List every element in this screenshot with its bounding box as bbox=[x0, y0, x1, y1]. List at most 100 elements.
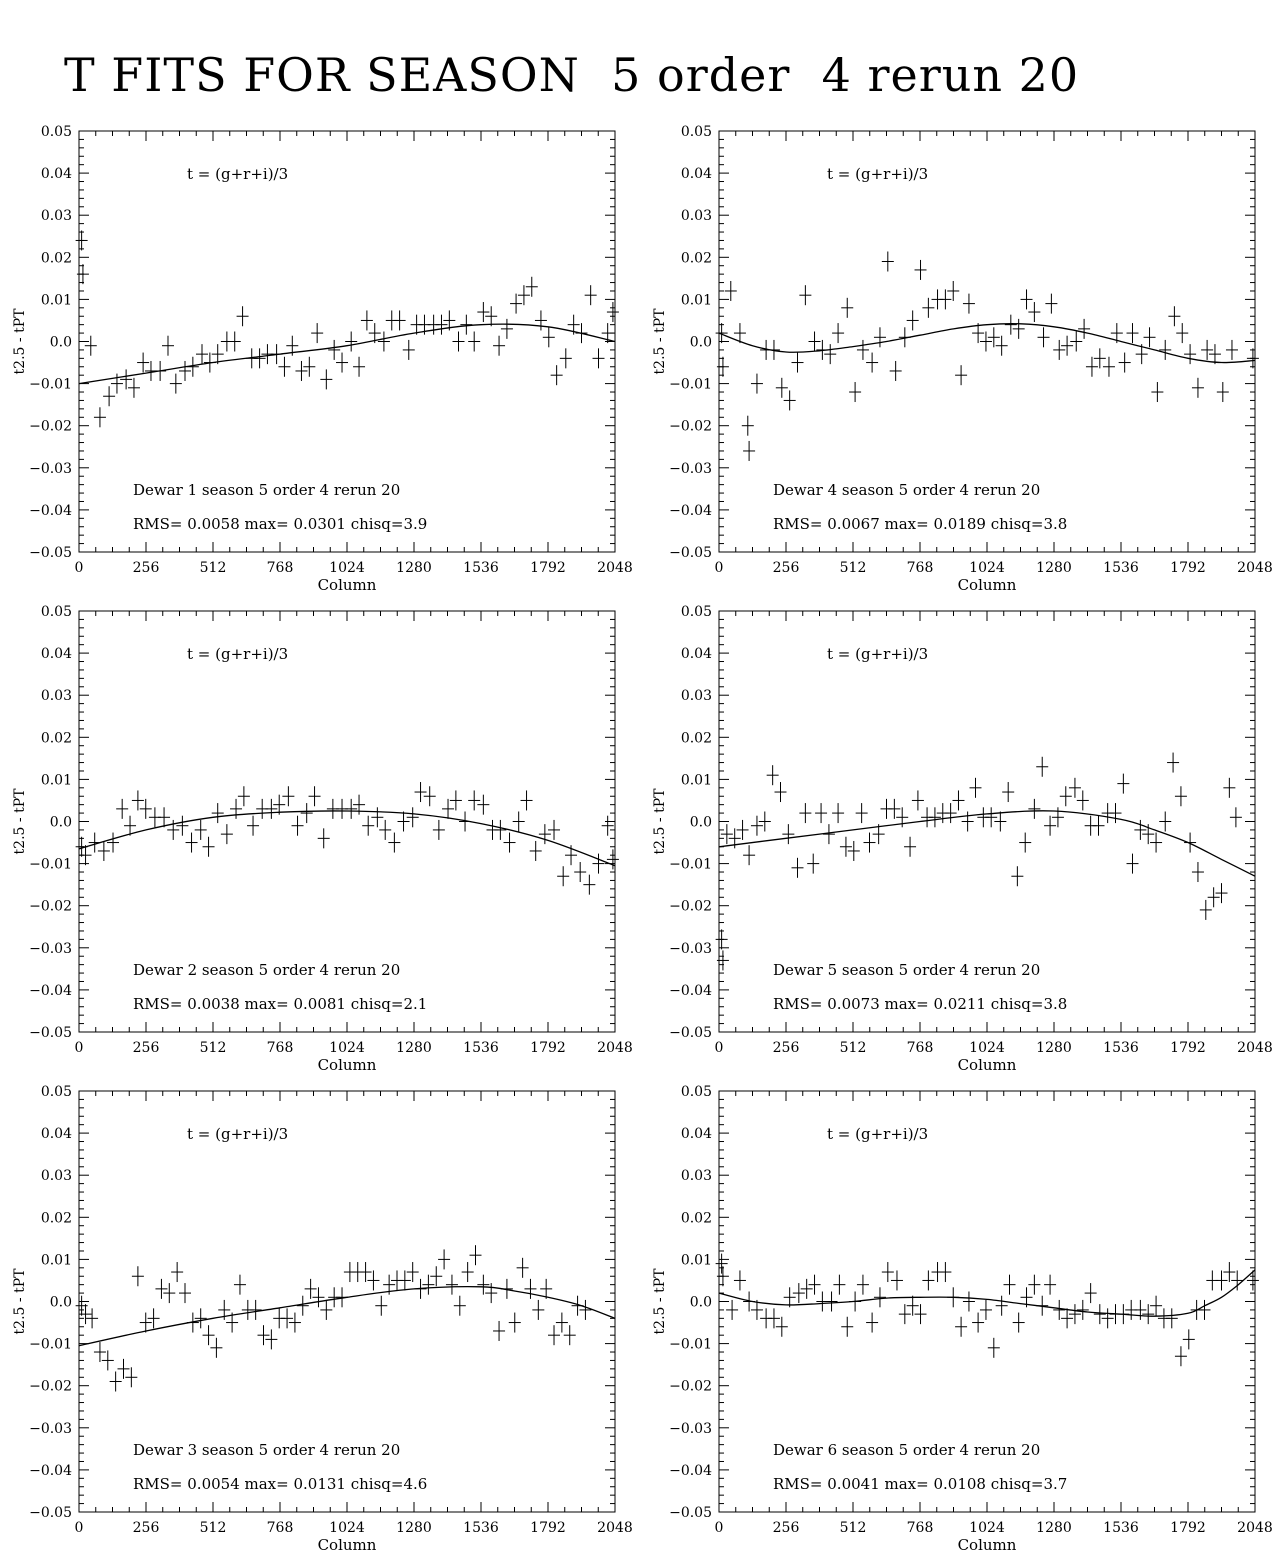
data-point bbox=[548, 819, 561, 840]
data-point bbox=[402, 339, 415, 360]
data-point bbox=[743, 1291, 756, 1312]
data-point bbox=[563, 1325, 576, 1346]
data-point bbox=[1216, 382, 1229, 403]
data-point bbox=[791, 352, 804, 373]
y-tick-label: 0.01 bbox=[41, 772, 72, 788]
data-point bbox=[86, 1308, 99, 1329]
x-tick-label: 2048 bbox=[597, 1520, 633, 1536]
data-point bbox=[529, 840, 542, 861]
dewar-caption: Dewar 5 season 5 order 4 rerun 20 bbox=[773, 961, 1040, 979]
data-point bbox=[832, 803, 845, 824]
data-point bbox=[1020, 1287, 1033, 1308]
data-point bbox=[715, 929, 728, 950]
data-point bbox=[125, 1367, 138, 1388]
y-tick-label: 0.02 bbox=[681, 730, 712, 746]
data-point bbox=[397, 811, 410, 832]
data-point bbox=[567, 314, 580, 335]
data-point bbox=[500, 1278, 513, 1299]
data-point bbox=[767, 339, 780, 360]
x-tick-label: 1024 bbox=[969, 560, 1005, 576]
data-point bbox=[832, 323, 845, 344]
data-point bbox=[1076, 790, 1089, 811]
data-point bbox=[485, 1283, 498, 1304]
data-point bbox=[952, 790, 965, 811]
data-point bbox=[383, 1274, 396, 1295]
data-point bbox=[304, 1278, 317, 1299]
data-point bbox=[494, 819, 507, 840]
data-point bbox=[979, 331, 992, 352]
data-point bbox=[257, 1325, 270, 1346]
data-point bbox=[1165, 1308, 1178, 1329]
formula-annotation: t = (g+r+i)/3 bbox=[827, 1125, 928, 1143]
data-point bbox=[449, 790, 462, 811]
data-point bbox=[783, 1287, 796, 1308]
data-point bbox=[278, 356, 291, 377]
y-tick-label: 0.04 bbox=[681, 646, 712, 662]
data-point bbox=[881, 1262, 894, 1283]
data-point bbox=[110, 373, 123, 394]
y-tick-label: −0.02 bbox=[29, 1379, 72, 1395]
x-tick-label: 2048 bbox=[1237, 1520, 1273, 1536]
data-point bbox=[1093, 1304, 1106, 1325]
data-point bbox=[273, 794, 286, 815]
data-point bbox=[601, 815, 614, 836]
data-point bbox=[1102, 356, 1115, 377]
data-point bbox=[939, 1262, 952, 1283]
stats-caption: RMS= 0.0067 max= 0.0189 chisq=3.8 bbox=[773, 515, 1067, 533]
data-point bbox=[728, 828, 741, 849]
data-point bbox=[359, 1262, 372, 1283]
data-point bbox=[872, 824, 885, 845]
formula-annotation: t = (g+r+i)/3 bbox=[827, 165, 928, 183]
y-tick-label: −0.01 bbox=[29, 1337, 72, 1353]
data-point bbox=[443, 310, 456, 331]
data-point bbox=[1207, 887, 1220, 908]
data-point bbox=[442, 798, 455, 819]
x-tick-label: 1792 bbox=[1170, 1520, 1206, 1536]
data-point bbox=[922, 297, 935, 318]
data-point bbox=[1044, 815, 1057, 836]
data-point bbox=[1191, 862, 1204, 883]
data-point bbox=[548, 1325, 561, 1346]
data-point bbox=[186, 356, 199, 377]
data-point bbox=[368, 323, 381, 344]
data-point bbox=[196, 344, 209, 365]
data-point bbox=[800, 1278, 813, 1299]
data-point bbox=[1142, 1304, 1155, 1325]
data-point bbox=[228, 331, 241, 352]
x-axis-label: Column bbox=[318, 576, 377, 594]
data-point bbox=[1011, 866, 1024, 887]
data-point bbox=[889, 360, 902, 381]
y-tick-label: 0.0 bbox=[690, 815, 712, 831]
x-tick-label: 1280 bbox=[1036, 1040, 1072, 1056]
x-tick-label: 1024 bbox=[969, 1040, 1005, 1056]
data-point bbox=[1142, 824, 1155, 845]
data-point bbox=[914, 259, 927, 280]
data-point bbox=[202, 1325, 215, 1346]
data-point bbox=[186, 1312, 199, 1333]
y-tick-label: −0.04 bbox=[29, 983, 72, 999]
data-point bbox=[856, 1274, 869, 1295]
y-tick-label: 0.0 bbox=[50, 815, 72, 831]
x-tick-label: 0 bbox=[75, 560, 84, 576]
data-point bbox=[555, 1312, 568, 1333]
data-point bbox=[438, 1249, 451, 1270]
data-point bbox=[726, 1299, 739, 1320]
data-point bbox=[345, 798, 358, 819]
data-point bbox=[500, 318, 513, 339]
chart-panel-6: 0.05 0.04 0.03 0.02 0.01 0.0 −0.01 −0.02 −0.03 −0… bbox=[652, 1084, 1273, 1554]
data-point bbox=[841, 1316, 854, 1337]
data-point bbox=[185, 832, 198, 853]
data-point bbox=[532, 1299, 545, 1320]
data-point bbox=[1004, 314, 1017, 335]
data-point bbox=[291, 815, 304, 836]
data-point bbox=[775, 1316, 788, 1337]
x-tick-label: 768 bbox=[267, 1040, 294, 1056]
data-point bbox=[944, 803, 957, 824]
data-point bbox=[1143, 327, 1156, 348]
data-point bbox=[724, 280, 737, 301]
data-point bbox=[1135, 344, 1148, 365]
data-point bbox=[807, 853, 820, 874]
y-tick-label: −0.05 bbox=[29, 1505, 72, 1521]
data-point bbox=[881, 251, 894, 272]
data-point bbox=[1037, 327, 1050, 348]
